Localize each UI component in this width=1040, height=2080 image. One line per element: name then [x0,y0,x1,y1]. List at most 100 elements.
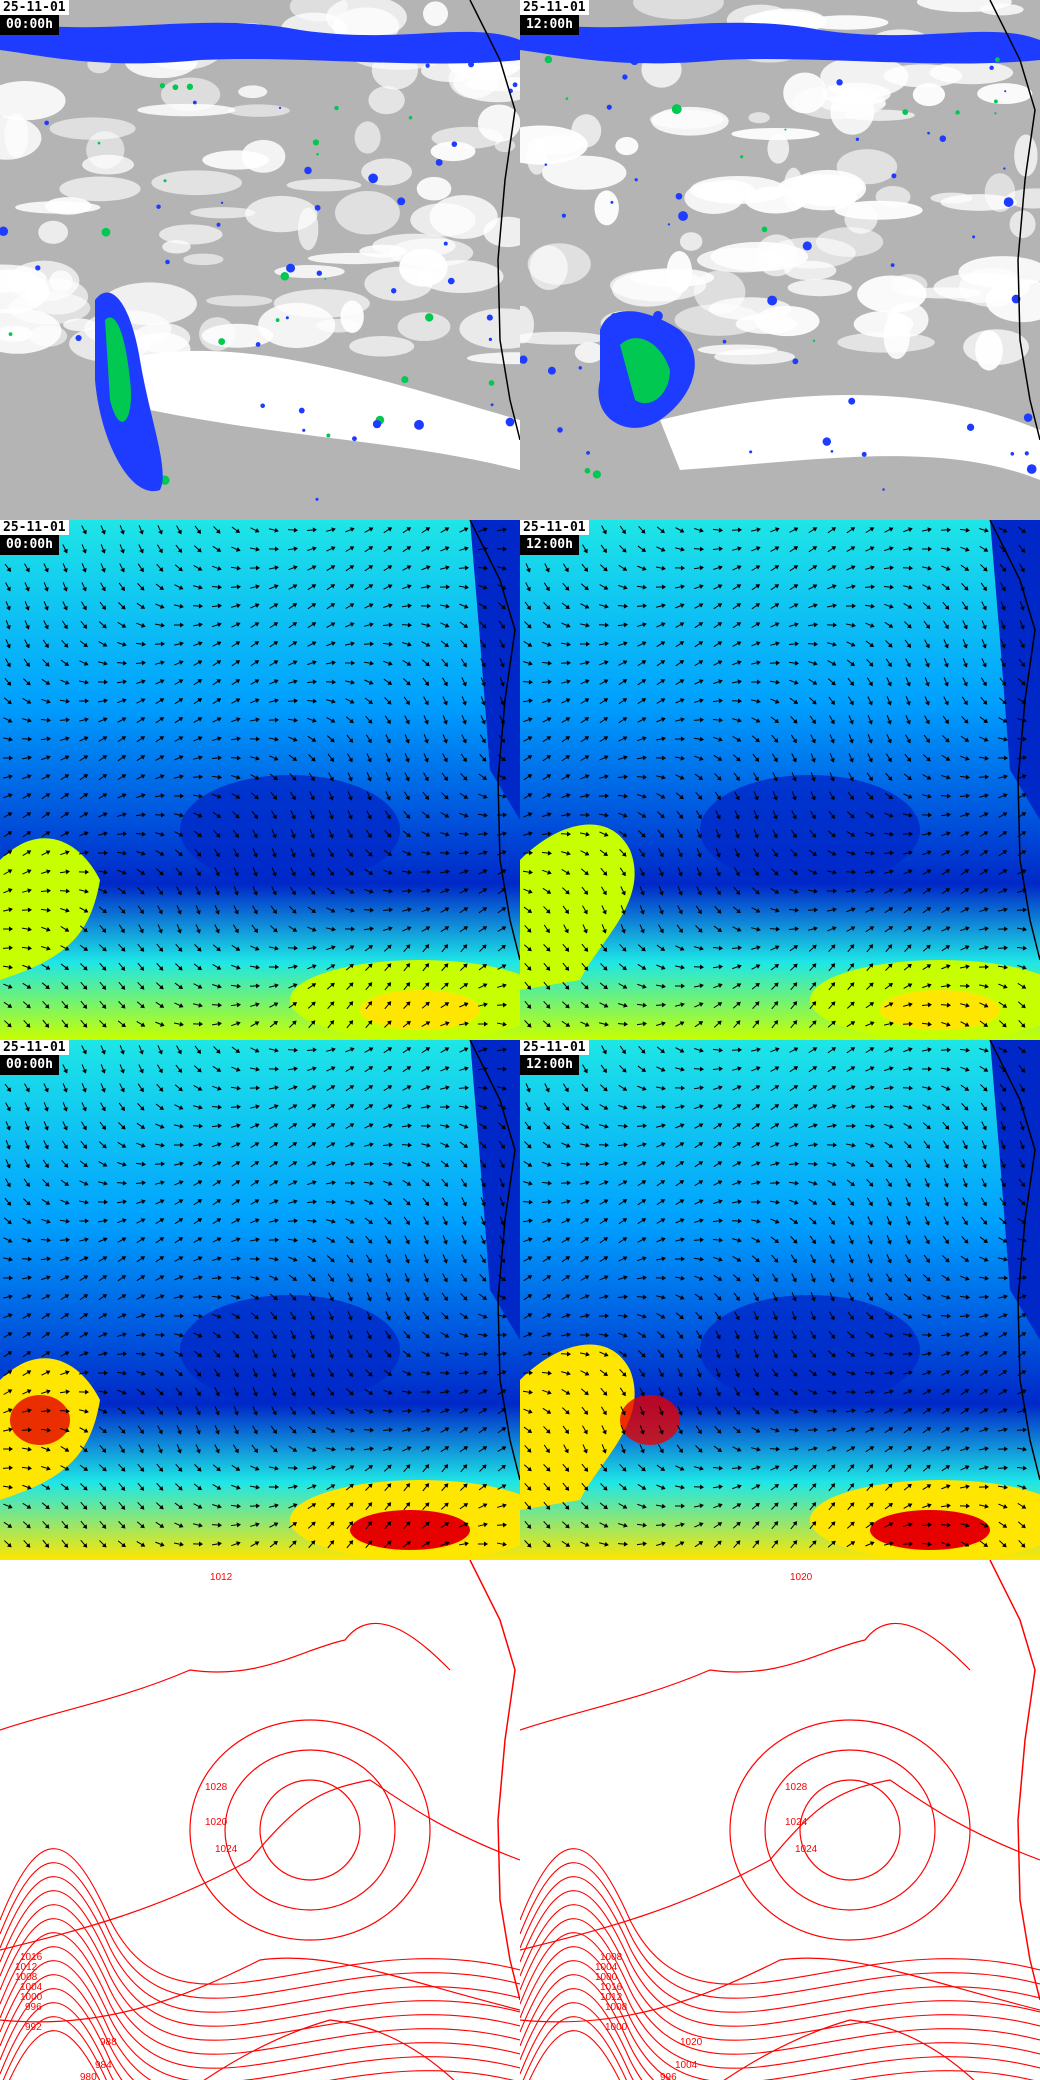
wind-arrow [562,1501,570,1510]
wind-arrow [288,584,298,590]
wind-arrow [847,1311,854,1321]
wind-arrow [192,1541,203,1547]
wind-arrow [497,907,507,914]
wind-arrow [903,1002,913,1008]
wind-arrow [998,1217,1007,1225]
wind-arrow [251,924,259,933]
wind-arrow [959,1313,970,1319]
isobar-high [799,1779,901,1881]
wind-arrow [865,1351,875,1357]
wind-arrow [459,1522,469,1528]
wind-arrow [922,1427,932,1434]
wind-arrow [422,1197,430,1206]
wind-arrow [561,1389,571,1395]
wind-arrow [3,1427,13,1433]
precip-cell [1010,451,1015,456]
wind-arrow [829,715,835,725]
wind-arrow [751,603,761,610]
wind-arrow [98,888,108,894]
precip-cell [547,366,556,375]
wind-arrow [308,1292,315,1302]
precip-cell [740,155,744,159]
wind-arrow [458,1541,469,1547]
wind-arrow [326,565,336,572]
wind-arrow [384,1330,391,1340]
wind-arrow [560,1351,571,1357]
wind-arrow [307,1123,317,1130]
wind-arrow [174,982,184,989]
wind-arrow [751,926,761,932]
wind-arrow [193,1522,203,1528]
wind-arrow [713,736,723,742]
wind-arrow [478,1047,488,1053]
wind-arrow [118,1521,126,1529]
wind-arrow [789,1199,799,1205]
isobar-label: 1016 [20,1952,43,1963]
wind-arrow [478,1483,487,1491]
wind-arrow [905,1197,911,1207]
wind-arrow [41,831,51,838]
wind-arrow [440,1142,450,1148]
wind-arrow [478,926,488,933]
wind-arrow [979,1065,989,1072]
wind-arrow [401,888,412,894]
wind-arrow [478,1002,488,1008]
wind-arrow [867,715,873,725]
wind-arrow [769,1446,780,1452]
wind-arrow [959,527,970,533]
isobar-low [520,1988,643,2080]
wind-arrow [195,1444,201,1454]
cloud [520,305,535,344]
cloud [483,216,520,248]
wind-arrow [22,1484,32,1490]
wind-arrow [771,1388,779,1396]
wind-arrow [423,753,429,763]
wind-arrow [580,1218,590,1224]
wind-arrow [902,831,913,837]
wind-arrow [980,1216,988,1225]
wind-arrow [403,678,411,686]
wind-arrow [770,622,780,628]
wind-arrow [78,698,89,704]
wind-arrow [268,1085,279,1091]
wind-arrow [960,1427,970,1433]
wind-arrow [810,1254,816,1264]
timestamp-label: 25-11-01 12:00h [520,0,589,35]
wind-arrow [2,1484,13,1490]
precip-cell [35,265,41,271]
wind-arrow [1018,658,1025,668]
wind-arrow [639,1406,645,1416]
wind-arrow [695,1425,702,1435]
wind-arrow [960,831,970,837]
wind-arrow [864,603,875,609]
wind-arrow [193,1332,203,1338]
wind-arrow [3,1370,13,1377]
wind-arrow [905,696,911,706]
wind-arrow [637,1331,647,1338]
wind-arrow [460,1273,467,1283]
wind-arrow [636,584,647,590]
wind-arrow [117,717,127,723]
wind-arrow [523,1256,533,1262]
wind-arrow [306,1047,317,1053]
wind-arrow [271,829,277,839]
wind-arrow [135,1332,146,1338]
wind-arrow [942,715,949,725]
wind-arrow [97,698,108,704]
wind-arrow [904,1273,912,1282]
wind-arrow [903,888,913,894]
wind-arrow [809,1540,817,1548]
wind-arrow [117,1141,127,1148]
wind-arrow [366,1292,372,1302]
wind-arrow [866,1483,874,1492]
wind-arrow [998,1332,1008,1338]
wind-arrow [1017,964,1027,970]
wind-arrow [212,1065,222,1072]
wind-arrow [581,1083,589,1092]
wind-arrow [157,1425,163,1435]
wind-arrow [345,1123,355,1129]
wind-arrow [459,1312,469,1319]
wind-arrow [981,658,987,668]
precip-cell [592,470,602,479]
wind-arrow [789,1123,799,1129]
